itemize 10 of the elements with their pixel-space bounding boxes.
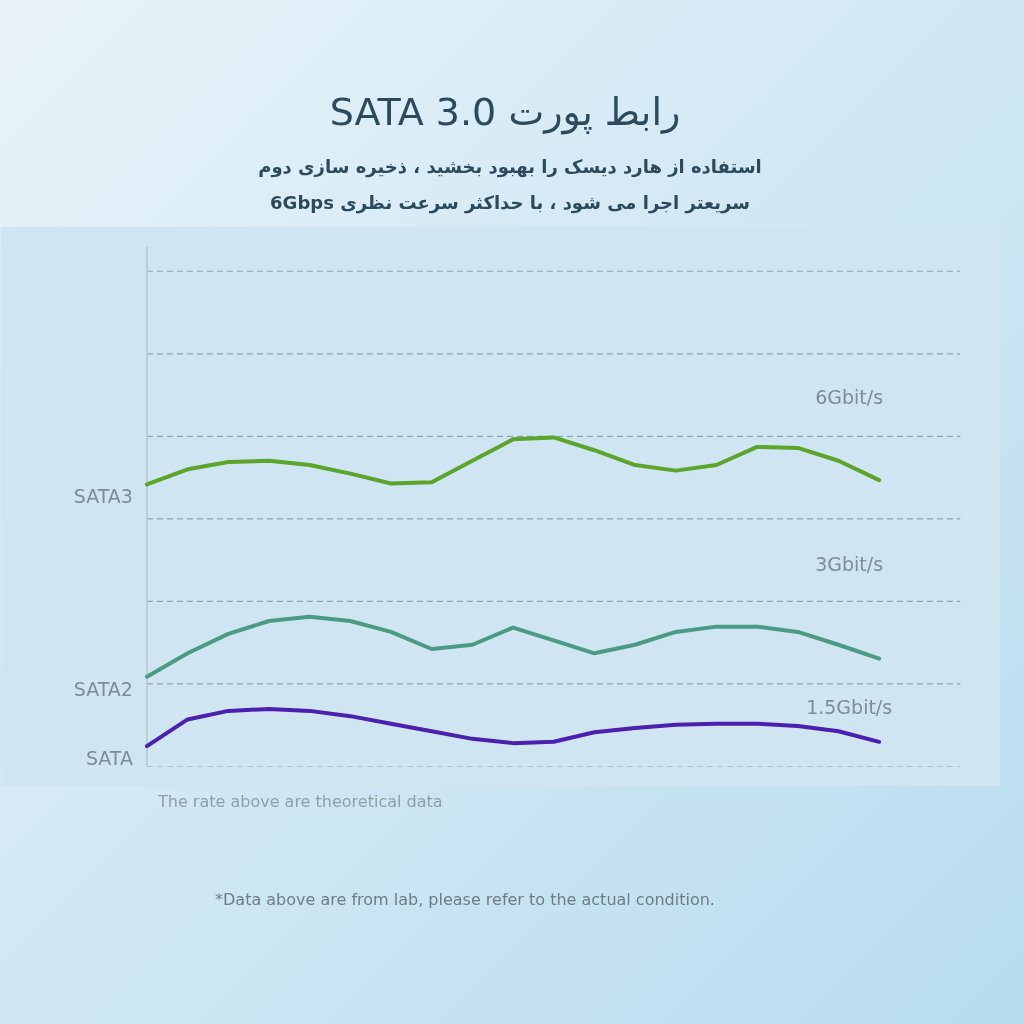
text: The rate above are theoretical data	[158, 791, 443, 814]
series-label: SATA3	[73, 485, 133, 508]
text: *Data above are from lab, please refer to the actual condition.	[215, 889, 715, 912]
series-label: SATA2	[73, 677, 133, 700]
annotation: 1.5Gbit/s	[806, 695, 893, 718]
annotation: 3Gbit/s	[815, 552, 884, 575]
chart-title: رابط پورت SATA 3.0	[329, 89, 681, 137]
text: 6Gbit/s	[815, 386, 884, 409]
chart-subtitle: استفاده از هارد دیسک را بهبود بخشید ، ذخیره سازی دوم سریعتر اجرا می شود ، با حداکثر سرعت نظری 6Gbps	[257, 155, 763, 216]
series-label: SATA	[85, 747, 133, 770]
